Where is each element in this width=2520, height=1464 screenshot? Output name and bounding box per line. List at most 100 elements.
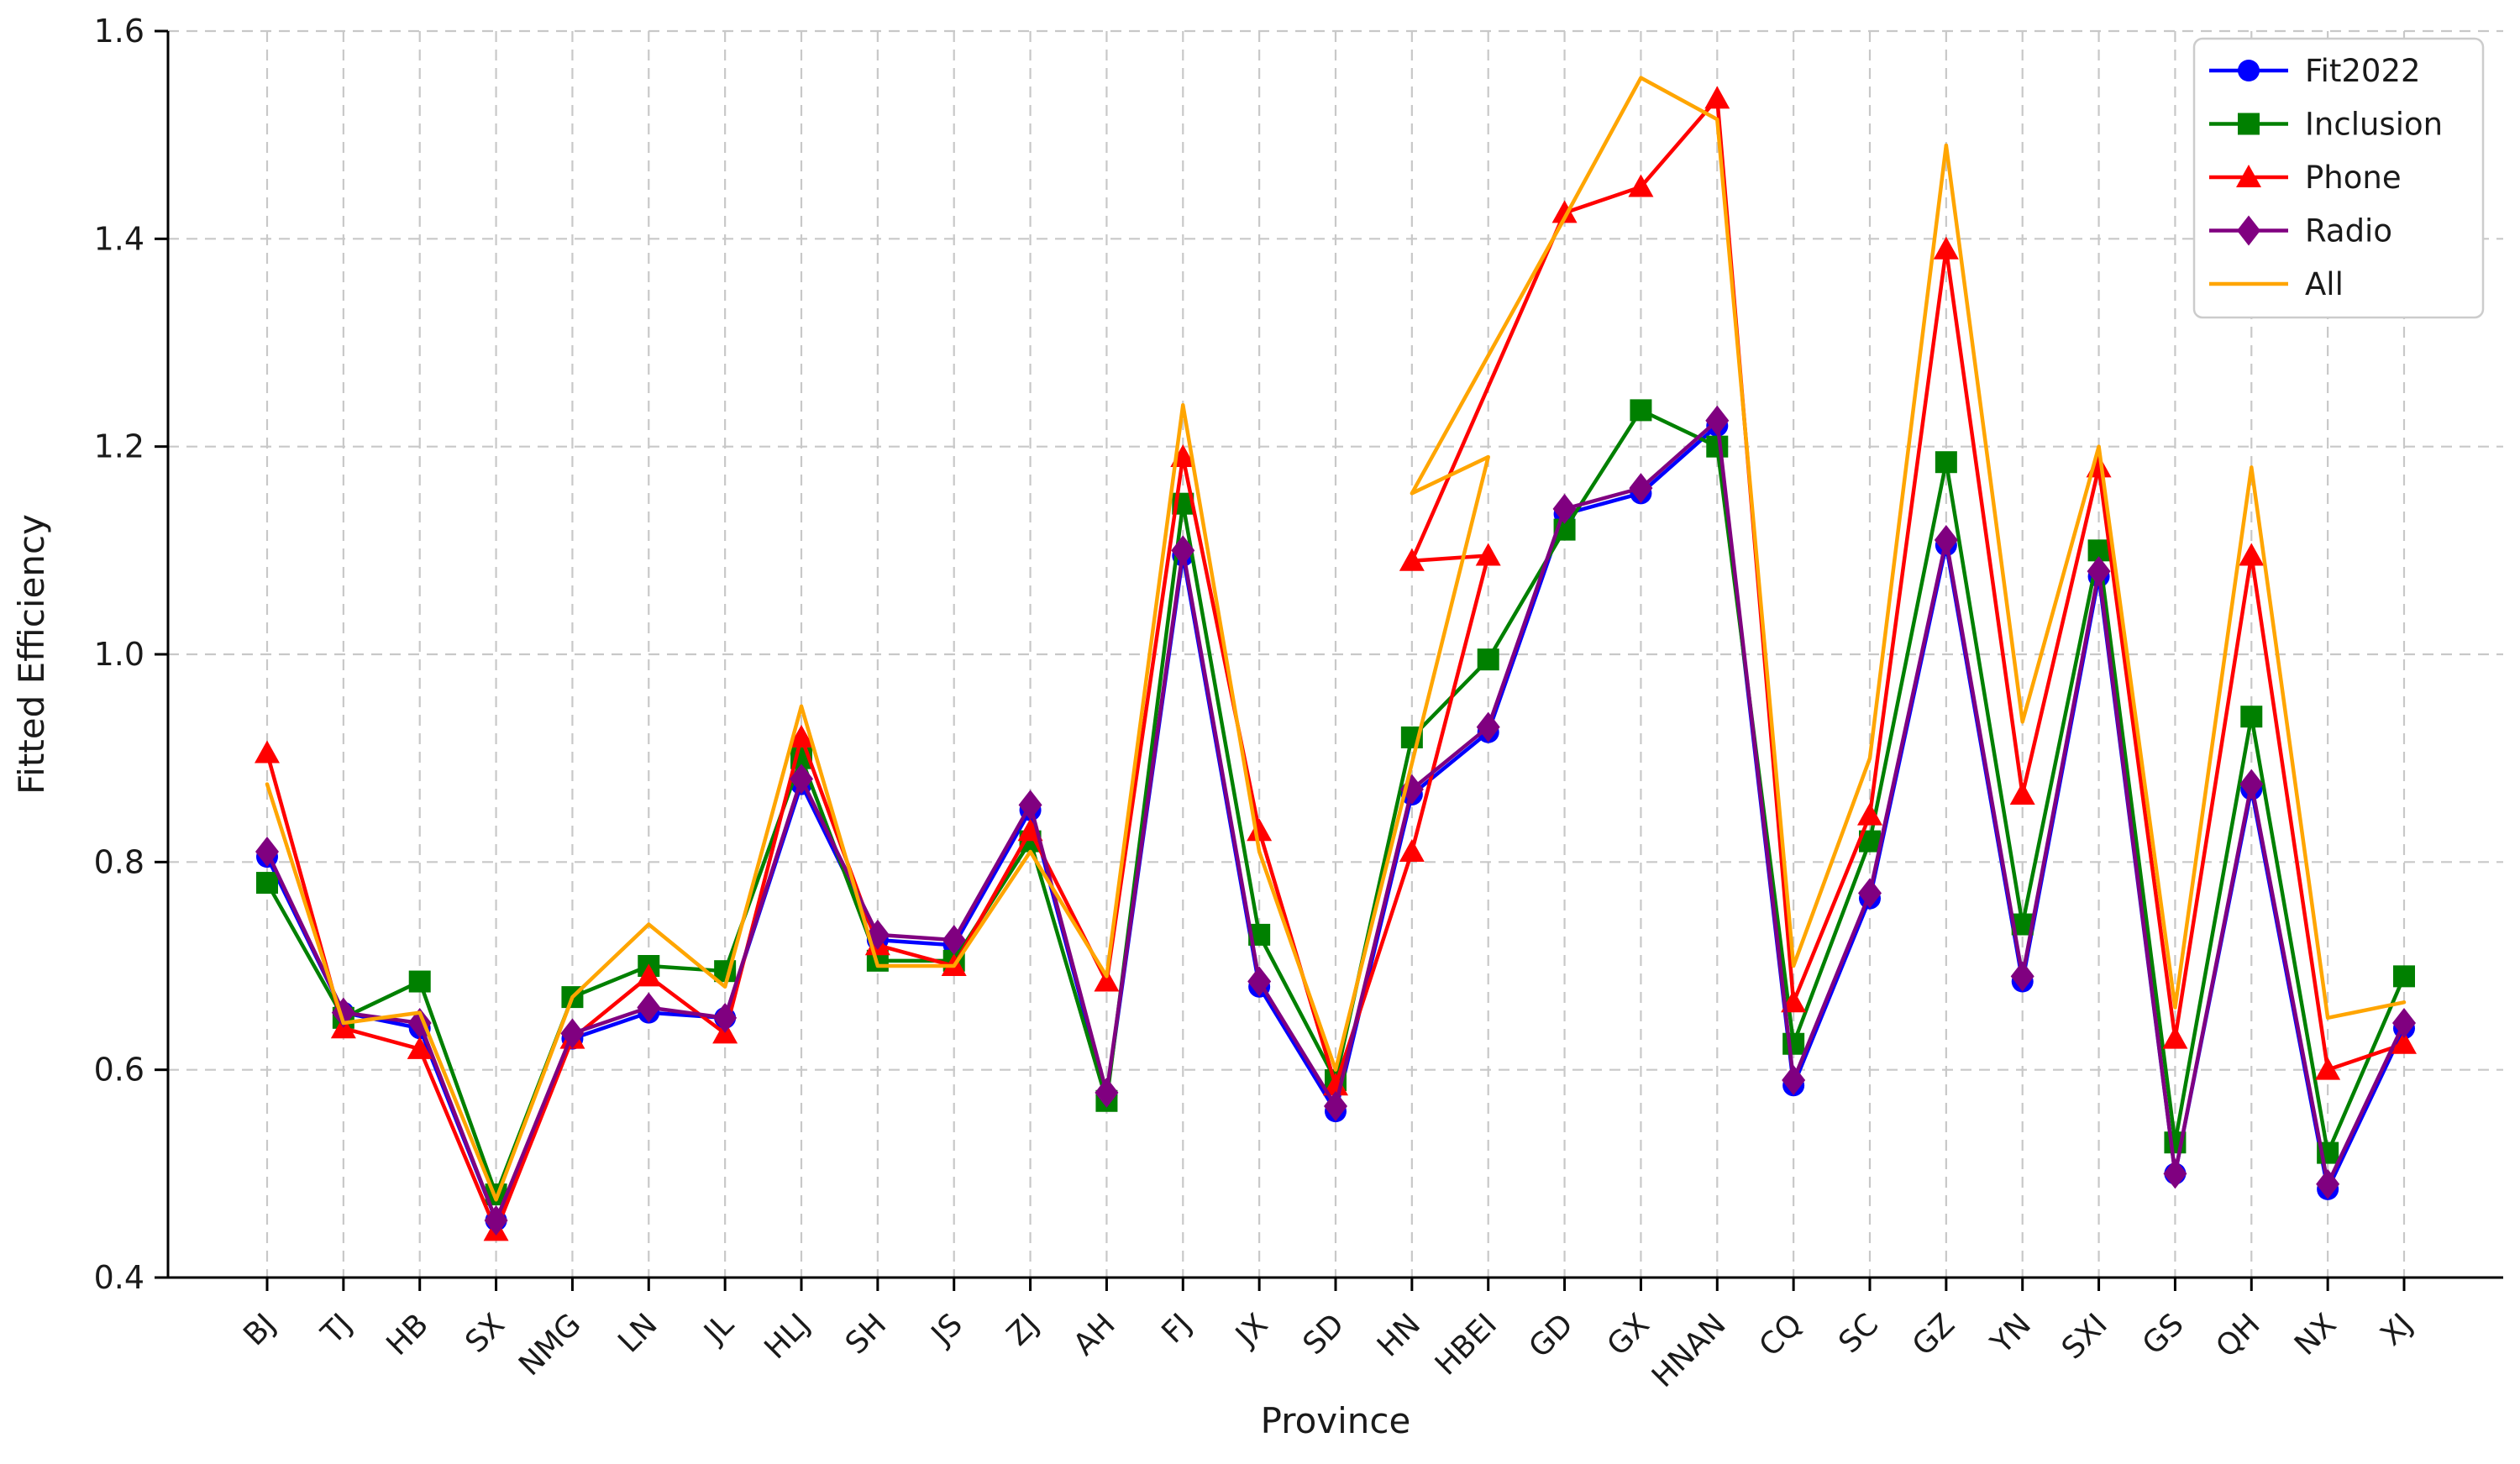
x-tick-label: ZJ: [1000, 1307, 1046, 1352]
x-tick-label: HN: [1371, 1307, 1427, 1363]
legend-entry: Radio: [2209, 213, 2392, 249]
marker-phone: [1704, 86, 1730, 109]
x-tick-label: AH: [1067, 1307, 1122, 1362]
legend-label: Phone: [2305, 160, 2402, 196]
y-tick-label: 1.2: [94, 428, 144, 465]
x-tick-label: HLJ: [759, 1307, 817, 1366]
x-tick-label: LN: [612, 1307, 664, 1359]
legend-marker-fit2022: [2238, 60, 2260, 81]
marker-phone: [1323, 1073, 1348, 1096]
series-line-phone: [265, 97, 2407, 1233]
axis-layer: 0.4 0.6 0.8 1.0 1.2 1.4 1.6 BJ TJ HB SX NMG LN JL HLJ S…: [94, 13, 2503, 1394]
x-tick-label: FJ: [1156, 1307, 1199, 1350]
legend-entry: Fit2022: [2209, 53, 2421, 89]
marker-phone: [1247, 818, 1273, 842]
marker-radio: [2239, 769, 2264, 800]
x-tick-label: SH: [839, 1307, 893, 1361]
marker-phone: [789, 724, 814, 748]
x-tick-label: HNAN: [1646, 1307, 1733, 1394]
marker-radio: [713, 1002, 738, 1033]
x-tick-label: NX: [2288, 1307, 2343, 1362]
marker-radio: [1324, 1090, 1347, 1121]
y-tick-label: 0.6: [94, 1052, 144, 1089]
marker-radio: [1247, 966, 1272, 997]
marker-phone: [1551, 200, 1578, 223]
y-tick-label: 1.0: [94, 636, 144, 673]
x-tick-label: TJ: [314, 1307, 359, 1351]
marker-radio: [942, 925, 966, 956]
legend-layer: Fit2022 Inclusion Phone Radio All: [2192, 37, 2485, 319]
marker-radio: [1018, 790, 1042, 821]
marker-radio: [1095, 1077, 1119, 1108]
legend-marker-phone: [2236, 165, 2261, 187]
marker-radio: [2010, 961, 2034, 992]
x-tick-label: SX: [459, 1307, 512, 1360]
x-tick-label: JX: [1228, 1307, 1274, 1353]
marker-radio: [2316, 1168, 2340, 1199]
legend-marker-radio: [2237, 215, 2260, 246]
x-tick-label: CQ: [1753, 1307, 1809, 1363]
marker-radio: [1782, 1065, 1806, 1096]
marker-phone: [255, 740, 280, 763]
x-tick-label: NMG: [512, 1307, 588, 1383]
marker-phone: [1933, 236, 1959, 260]
y-tick-label: 0.8: [94, 843, 144, 880]
marker-radio: [637, 992, 661, 1023]
marker-radio: [560, 1018, 585, 1049]
marker-phone: [2391, 1031, 2417, 1054]
x-tick-label: SC: [1832, 1307, 1885, 1360]
legend-label: Fit2022: [2305, 53, 2421, 89]
marker-radio: [2087, 556, 2111, 587]
marker-phone: [1399, 838, 1425, 862]
marker-radio: [255, 836, 279, 867]
marker-radio: [2163, 1158, 2187, 1189]
marker-phone: [1475, 543, 1501, 566]
x-tick-label: GX: [1601, 1307, 1656, 1362]
y-tick-label: 1.4: [94, 220, 144, 257]
marker-phone: [2315, 1057, 2341, 1080]
legend-label: Radio: [2305, 213, 2392, 249]
legend-label: Inclusion: [2305, 107, 2443, 143]
legend-entry: All: [2209, 266, 2344, 302]
marker-radio: [1171, 535, 1195, 566]
marker-phone: [2162, 1026, 2188, 1049]
marker-radio: [1934, 524, 1958, 555]
x-tick-label: QH: [2209, 1307, 2266, 1364]
marker-inclusion: [408, 970, 431, 993]
marker-phone: [1094, 968, 1120, 992]
marker-inclusion: [1706, 435, 1729, 458]
marker-phone: [1399, 548, 1425, 571]
marker-phone: [2239, 543, 2265, 566]
x-tick-label: SD: [1297, 1307, 1352, 1362]
marker-radio: [1629, 473, 1653, 504]
x-tick-label: HBEI: [1429, 1307, 1504, 1382]
marker-phone: [636, 963, 662, 987]
marker-phone: [407, 1036, 433, 1059]
marker-phone: [2009, 781, 2035, 805]
x-tick-label: JS: [924, 1307, 969, 1352]
x-axis-label: Province: [1261, 1400, 1411, 1441]
series-layer: [255, 76, 2417, 1241]
marker-inclusion: [256, 872, 278, 895]
legend-box: [2192, 37, 2485, 319]
marker-inclusion: [1782, 1032, 1805, 1055]
x-tick-label: SXI: [2055, 1307, 2114, 1366]
marker-radio: [790, 763, 813, 795]
marker-radio: [484, 1204, 508, 1236]
marker-inclusion: [1630, 399, 1652, 422]
legend-label: All: [2305, 266, 2344, 302]
legend-entry: Inclusion: [2209, 107, 2443, 143]
series-line-all: [265, 76, 2407, 1202]
marker-phone: [1857, 802, 1882, 826]
marker-radio: [2392, 1008, 2416, 1039]
x-tick-label: GZ: [1906, 1307, 1961, 1362]
x-tick-label: YN: [1984, 1307, 2038, 1361]
marker-phone: [1628, 174, 1654, 197]
x-tick-label: HB: [380, 1307, 435, 1362]
marker-phone: [1781, 989, 1807, 1013]
marker-radio: [1476, 711, 1500, 742]
legend-marker-inclusion: [2238, 113, 2260, 135]
marker-inclusion: [2393, 965, 2415, 988]
